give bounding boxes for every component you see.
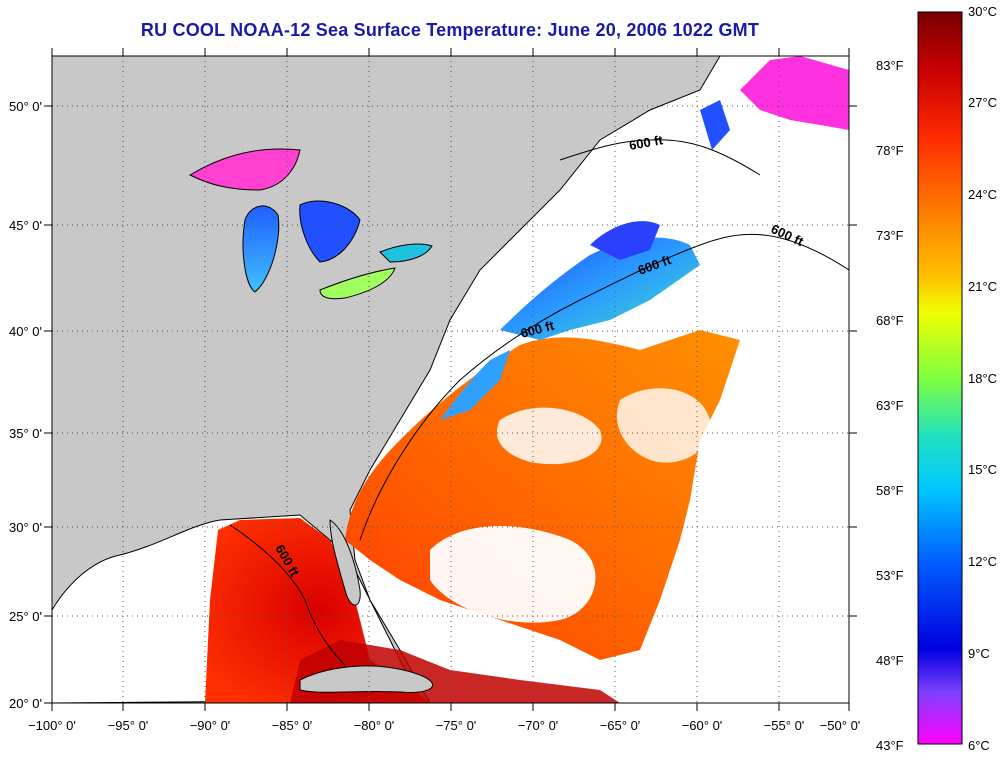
colorbar-label-f: 83°F — [876, 58, 904, 73]
lon-label: −60° 0' — [682, 718, 723, 733]
contour-600ft-gulf — [229, 524, 346, 666]
colorbar-label-f: 68°F — [876, 313, 904, 328]
lake-michigan — [242, 205, 280, 293]
cloud-gap — [430, 526, 596, 623]
colorbar-label-c: 24°C — [968, 187, 998, 202]
lon-label: −50° 0' — [820, 718, 861, 733]
colorbar-label-f: 73°F — [876, 228, 904, 243]
lat-label: 20° 0' — [9, 696, 42, 711]
colorbar-label-c: 15°C — [968, 462, 998, 477]
lat-label: 40° 0' — [9, 324, 42, 339]
cool-shelf-water — [500, 237, 700, 340]
lon-label: −65° 0' — [600, 718, 641, 733]
lon-label: −85° 0' — [272, 718, 313, 733]
lat-label: 30° 0' — [9, 520, 42, 535]
st-lawrence-cold — [700, 100, 730, 150]
longitude-labels: −100° 0' −95° 0' −90° 0' −85° 0' −80° 0'… — [28, 718, 860, 733]
labrador-cold-water — [740, 56, 849, 130]
gulf-sst-warm — [205, 518, 430, 703]
colorbar-label-f: 63°F — [876, 398, 904, 413]
contour-600ft-atlantic — [359, 233, 849, 541]
lake-ontario — [379, 243, 433, 263]
contour-600ft-north — [559, 139, 761, 176]
lat-label: 50° 0' — [9, 99, 42, 114]
colorbar-label-f: 53°F — [876, 568, 904, 583]
lake-huron — [299, 200, 361, 263]
lat-label: 35° 0' — [9, 426, 42, 441]
lat-label: 25° 0' — [9, 609, 42, 624]
colorbar-label-c: 30°C — [968, 4, 998, 19]
lon-label: −95° 0' — [108, 718, 149, 733]
cuba-outline — [299, 665, 434, 694]
lon-label: −55° 0' — [764, 718, 805, 733]
colorbar-label-f: 58°F — [876, 483, 904, 498]
colorbar-label-f: 48°F — [876, 653, 904, 668]
lake-superior — [188, 148, 301, 191]
colorbar-label-c: 12°C — [968, 554, 998, 569]
gulf-of-maine-cool — [590, 221, 660, 260]
colorbar-label-c: 27°C — [968, 95, 998, 110]
colorbar-label-f: 78°F — [876, 143, 904, 158]
lake-erie — [319, 267, 396, 300]
lon-label: −75° 0' — [436, 718, 477, 733]
lon-label: −90° 0' — [190, 718, 231, 733]
latitude-labels: 50° 0' 45° 0' 40° 0' 35° 0' 30° 0' 25° 0… — [9, 99, 42, 711]
colorbar-label-c: 6°C — [968, 738, 990, 753]
cool-shelf-water — [440, 350, 510, 420]
colorbar-label-c: 18°C — [968, 371, 998, 386]
colorbar-label-c: 21°C — [968, 279, 998, 294]
lon-label: −70° 0' — [518, 718, 559, 733]
axis-ticks — [44, 48, 857, 711]
contour-label: 600 ft — [628, 132, 665, 153]
colorbar-label-f: 43°F — [876, 738, 904, 753]
cloud-gap — [496, 407, 602, 465]
lon-label: −80° 0' — [354, 718, 395, 733]
cloud-gap — [616, 388, 711, 463]
lon-label: −100° 0' — [28, 718, 76, 733]
florida-outline — [329, 519, 361, 606]
lat-label: 45° 0' — [9, 218, 42, 233]
colorbar — [917, 11, 963, 745]
map-title: RU COOL NOAA-12 Sea Surface Temperature:… — [140, 20, 760, 40]
colorbar-label-c: 9°C — [968, 646, 990, 661]
